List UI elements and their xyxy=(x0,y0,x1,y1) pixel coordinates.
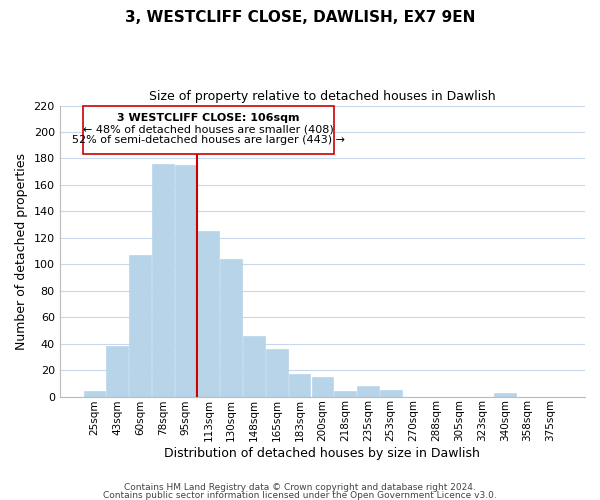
Bar xyxy=(83,106,334,154)
Y-axis label: Number of detached properties: Number of detached properties xyxy=(15,152,28,350)
Text: 3 WESTCLIFF CLOSE: 106sqm: 3 WESTCLIFF CLOSE: 106sqm xyxy=(118,114,300,124)
Text: ← 48% of detached houses are smaller (408): ← 48% of detached houses are smaller (40… xyxy=(83,124,334,134)
Bar xyxy=(106,346,128,397)
Bar xyxy=(289,374,310,396)
Bar xyxy=(311,376,333,396)
Bar xyxy=(83,392,105,396)
Text: 52% of semi-detached houses are larger (443) →: 52% of semi-detached houses are larger (… xyxy=(72,134,345,144)
Bar xyxy=(357,386,379,396)
Bar xyxy=(129,255,151,396)
Bar xyxy=(494,392,515,396)
Bar xyxy=(266,349,287,397)
Bar xyxy=(380,390,401,396)
Text: 3, WESTCLIFF CLOSE, DAWLISH, EX7 9EN: 3, WESTCLIFF CLOSE, DAWLISH, EX7 9EN xyxy=(125,10,475,25)
Bar xyxy=(175,165,196,396)
Bar xyxy=(152,164,173,396)
Text: Contains HM Land Registry data © Crown copyright and database right 2024.: Contains HM Land Registry data © Crown c… xyxy=(124,483,476,492)
Text: Contains public sector information licensed under the Open Government Licence v3: Contains public sector information licen… xyxy=(103,490,497,500)
Bar xyxy=(334,392,356,396)
Title: Size of property relative to detached houses in Dawlish: Size of property relative to detached ho… xyxy=(149,90,496,103)
Bar xyxy=(220,259,242,396)
X-axis label: Distribution of detached houses by size in Dawlish: Distribution of detached houses by size … xyxy=(164,447,480,460)
Bar xyxy=(197,231,219,396)
Bar xyxy=(243,336,265,396)
